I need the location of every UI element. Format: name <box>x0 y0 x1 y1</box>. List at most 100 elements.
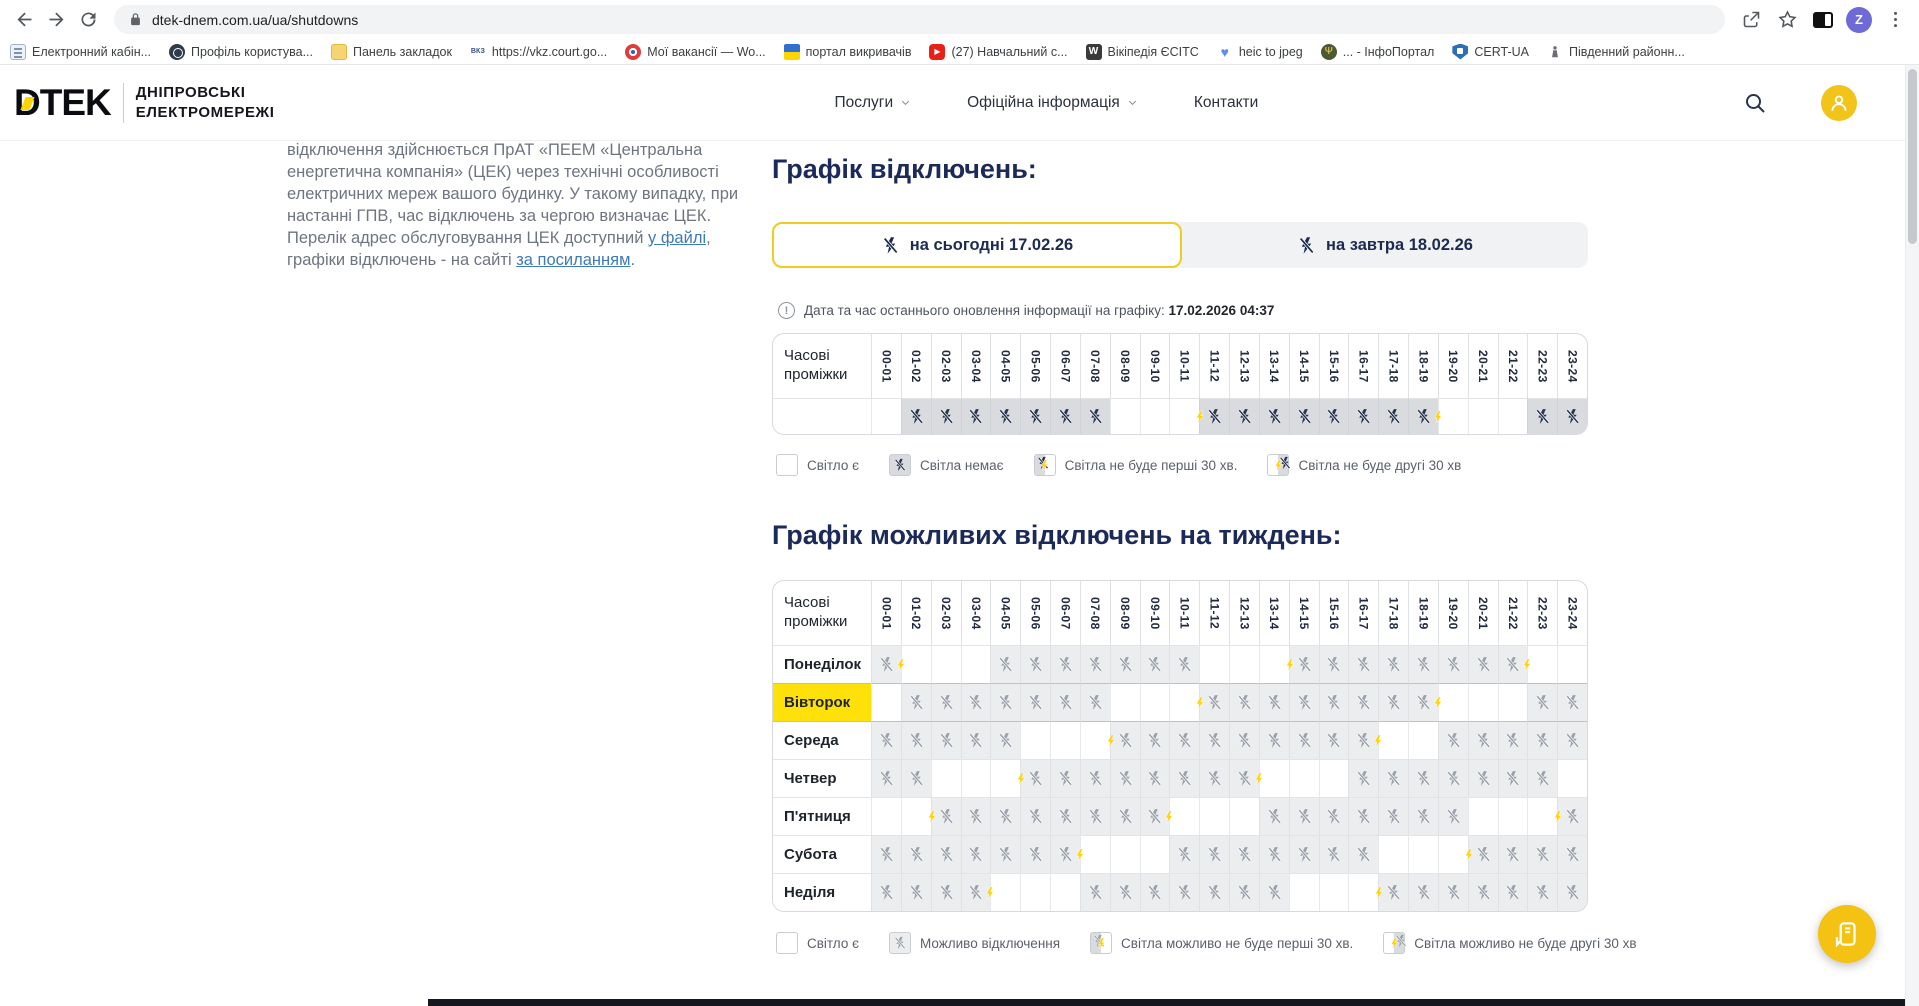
no-power-icon <box>1238 847 1252 862</box>
half-hour-bolt-icon <box>1196 410 1205 423</box>
legend-item-first: Світла можливо не буде перші 30 хв. <box>1090 932 1353 954</box>
time-slot-header: 02-03 <box>930 334 961 398</box>
bookmark-label: портал викривачів <box>805 44 912 59</box>
slot-off <box>960 721 991 759</box>
no-power-icon <box>1297 809 1311 824</box>
bookmark-item[interactable]: Ψ ... - ІнфоПортал <box>1320 43 1435 60</box>
reload-icon[interactable] <box>72 4 104 36</box>
bookmark-label: ... - ІнфоПортал <box>1342 44 1435 59</box>
nav-label: Офіційна інформація <box>967 93 1120 111</box>
weekly-schedule-title: Графік можливих відключень на тиждень: <box>772 520 1342 550</box>
page-scrollbar[interactable] <box>1905 65 1919 1006</box>
tab-label: на сьогодні 17.02.26 <box>909 235 1074 254</box>
bookmark-item[interactable]: Мої вакансії — Wo... <box>625 43 766 60</box>
bookmark-star-icon[interactable] <box>1771 4 1803 36</box>
time-slot-header: 19-20 <box>1437 581 1468 645</box>
slot-off <box>1229 398 1259 434</box>
half-hour-bolt-icon <box>1390 937 1398 949</box>
scrollbar-thumb[interactable] <box>1908 69 1917 244</box>
slot-off <box>1408 873 1438 911</box>
yellow-bolt-right <box>894 658 908 672</box>
share-icon[interactable] <box>1735 4 1767 36</box>
no-power-icon <box>1148 771 1162 786</box>
chat-fab-button[interactable] <box>1818 905 1876 963</box>
bookmark-label: (27) Навчальний с... <box>951 44 1068 59</box>
slot-off <box>1318 797 1349 835</box>
half-hour-bolt-icon <box>986 886 995 899</box>
bookmark-item[interactable]: портал викривачів <box>783 43 912 60</box>
profile-avatar[interactable]: Z <box>1843 4 1875 36</box>
dtek-logo[interactable]: DTEK ДНІПРОВСЬКІ ЕЛЕКТРОМЕРЕЖІ <box>14 82 274 123</box>
slot-off <box>1229 683 1259 721</box>
no-power-icon <box>1327 695 1341 710</box>
slot-on <box>1497 683 1528 721</box>
menu-dots-icon[interactable] <box>1879 4 1911 36</box>
slot-off <box>1139 759 1170 797</box>
time-slot-header: 18-19 <box>1408 581 1438 645</box>
bookmark-item[interactable]: Південний районн... <box>1547 44 1685 60</box>
slot-off <box>1109 797 1140 835</box>
slot-off <box>1288 683 1319 721</box>
no-power-icon <box>909 733 923 748</box>
slot-off <box>1020 645 1050 683</box>
no-power-icon <box>1566 809 1580 824</box>
bookmark-item[interactable]: CERT-UA <box>1452 43 1529 60</box>
bookmark-item[interactable]: ВКЗ https://vkz.court.go... <box>470 44 607 60</box>
no-power-icon <box>1208 885 1222 900</box>
emblem-favicon: Ψ <box>1320 43 1337 60</box>
slot-on <box>900 797 931 835</box>
bookmark-item[interactable]: Електронний кабін... <box>10 43 151 60</box>
no-power-icon <box>1476 657 1490 672</box>
no-power-icon <box>1118 809 1132 824</box>
slot-first <box>1464 835 1498 873</box>
time-slot-header: 17-18 <box>1378 581 1408 645</box>
account-icon[interactable] <box>1821 84 1857 121</box>
slot-on <box>1169 797 1200 835</box>
no-power-icon <box>1327 809 1341 824</box>
tab-today[interactable]: на сьогодні 17.02.26 <box>772 222 1182 268</box>
bookmark-item[interactable]: Панель закладок <box>331 43 452 60</box>
slot-off <box>1348 797 1379 835</box>
chevron-down-icon <box>902 100 910 106</box>
nav-item-офіційна-інформація[interactable]: Офіційна інформація <box>967 94 1138 112</box>
slot-off <box>1258 873 1289 911</box>
no-power-icon <box>880 657 894 672</box>
no-power-icon <box>1506 771 1520 786</box>
slot-first <box>1017 759 1050 797</box>
no-power-icon <box>1267 809 1281 824</box>
no-power-icon <box>1566 847 1580 862</box>
today-schedule-table: Часові проміжки 00-01 01-02 02-03 03-04 04-05… <box>772 333 1588 435</box>
no-power-icon <box>1357 695 1371 710</box>
no-power-icon <box>1088 409 1102 424</box>
time-slot-header: 03-04 <box>960 334 991 398</box>
yellow-bolt-left <box>1104 734 1118 748</box>
bookmark-item[interactable]: ♥ heic to jpeg <box>1217 44 1303 60</box>
half-hour-bolt-icon <box>1523 658 1532 671</box>
no-power-icon <box>969 847 983 862</box>
time-slot-header: 08-09 <box>1109 581 1140 645</box>
no-power-icon <box>1267 733 1281 748</box>
nav-item-контакти[interactable]: Контакти <box>1194 94 1258 112</box>
file-link[interactable]: у файлі <box>648 228 707 247</box>
back-icon[interactable] <box>8 4 40 36</box>
time-slot-header: 10-11 <box>1169 581 1199 645</box>
search-icon[interactable] <box>1743 91 1767 115</box>
tab-tomorrow[interactable]: на завтра 18.02.26 <box>1182 222 1588 268</box>
no-power-icon <box>909 409 923 424</box>
slot-off <box>1318 721 1349 759</box>
bookmark-item[interactable]: ▶ (27) Навчальний с... <box>929 43 1068 60</box>
forward-icon[interactable] <box>40 4 72 36</box>
bookmark-item[interactable]: Профіль користува... <box>169 43 313 60</box>
no-power-icon <box>909 771 923 786</box>
side-panel-icon[interactable] <box>1807 4 1839 36</box>
time-slot-header: 05-06 <box>1020 334 1050 398</box>
external-site-link[interactable]: за посиланням <box>516 250 631 269</box>
nav-item-послуги[interactable]: Послуги <box>834 94 911 112</box>
slot-off <box>930 398 961 434</box>
bookmark-item[interactable]: W Вікіпедія ЄСІТС <box>1085 43 1199 60</box>
address-bar[interactable]: dtek-dnem.com.ua/ua/shutdowns <box>114 5 1725 34</box>
no-power-icon <box>1566 409 1580 424</box>
no-power-icon <box>1208 847 1222 862</box>
slot-off <box>1467 759 1498 797</box>
slot-off <box>1020 835 1050 873</box>
